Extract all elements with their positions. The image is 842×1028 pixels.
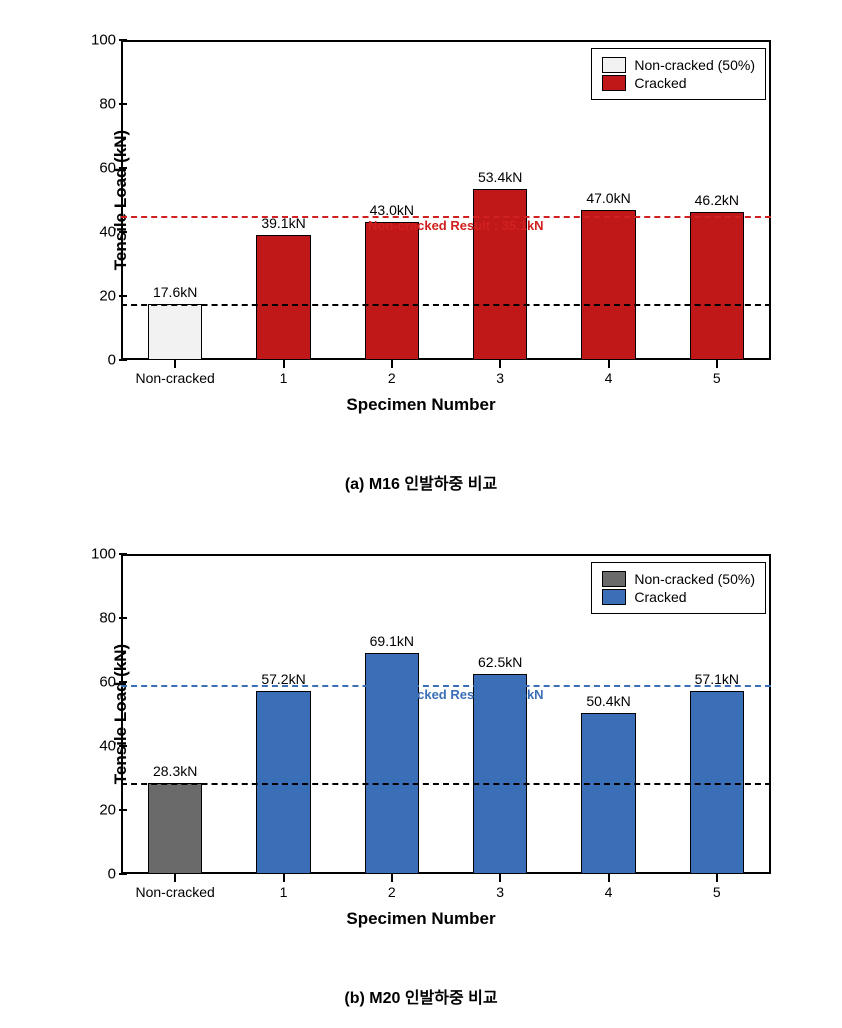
bar-value-label: 69.1kN: [370, 633, 414, 649]
chart-b: Tensile Load (kN) Specimen Number Non-cr…: [41, 534, 801, 954]
y-tick-label: 40: [91, 224, 116, 241]
chart-b-y-label: Tensile Load (kN): [111, 644, 131, 784]
x-tick-label: 2: [388, 884, 396, 900]
x-tick-label: 4: [605, 370, 613, 386]
x-tick-mark: [608, 874, 610, 882]
legend-item: Cracked: [602, 75, 755, 91]
x-tick-label: 5: [713, 370, 721, 386]
bar: [473, 674, 527, 874]
legend-label: Non-cracked (50%): [634, 57, 755, 73]
bar-value-label: 28.3kN: [153, 763, 197, 779]
legend-label: Cracked: [634, 589, 686, 605]
legend-swatch: [602, 75, 626, 91]
x-tick-mark: [608, 360, 610, 368]
legend-swatch: [602, 571, 626, 587]
x-tick-label: 2: [388, 370, 396, 386]
x-tick-mark: [174, 874, 176, 882]
bar-value-label: 53.4kN: [478, 169, 522, 185]
y-tick-mark: [119, 745, 127, 747]
bar: [473, 189, 527, 360]
y-tick-mark: [119, 873, 127, 875]
x-tick-label: 3: [496, 884, 504, 900]
bar: [148, 783, 202, 874]
y-tick-label: 0: [91, 352, 116, 369]
chart-a-caption: (a) M16 인발하중 비교: [20, 470, 822, 494]
reference-line: [121, 304, 771, 306]
x-tick-mark: [283, 874, 285, 882]
y-tick-label: 100: [91, 32, 116, 49]
chart-a: Tensile Load (kN) Specimen Number Non-cr…: [41, 20, 801, 440]
y-tick-mark: [119, 809, 127, 811]
x-tick-label: 3: [496, 370, 504, 386]
chart-a-y-label: Tensile Load (kN): [111, 130, 131, 270]
y-tick-mark: [119, 359, 127, 361]
x-tick-mark: [499, 874, 501, 882]
y-tick-label: 0: [91, 866, 116, 883]
y-tick-mark: [119, 295, 127, 297]
legend-item: Cracked: [602, 589, 755, 605]
reference-line-label: Non-cracked Result : 56.5kN: [368, 687, 544, 702]
y-tick-label: 40: [91, 738, 116, 755]
y-tick-label: 20: [91, 288, 116, 305]
x-tick-mark: [716, 360, 718, 368]
x-tick-label: Non-cracked: [135, 884, 214, 900]
chart-a-legend: Non-cracked (50%) Cracked: [591, 48, 766, 100]
bar: [148, 304, 202, 360]
x-tick-mark: [174, 360, 176, 368]
reference-line-label: Non-cracked Result : 35.1kN: [368, 218, 544, 233]
y-tick-label: 80: [91, 96, 116, 113]
x-tick-mark: [283, 360, 285, 368]
bar-value-label: 46.2kN: [695, 192, 739, 208]
legend-label: Cracked: [634, 75, 686, 91]
bar-value-label: 17.6kN: [153, 284, 197, 300]
x-tick-label: Non-cracked: [135, 370, 214, 386]
bar-value-label: 47.0kN: [586, 190, 630, 206]
bar-value-label: 50.4kN: [586, 693, 630, 709]
legend-swatch: [602, 57, 626, 73]
x-tick-label: 5: [713, 884, 721, 900]
y-tick-mark: [119, 617, 127, 619]
y-tick-label: 60: [91, 160, 116, 177]
bar: [581, 713, 635, 874]
y-tick-mark: [119, 681, 127, 683]
legend-swatch: [602, 589, 626, 605]
y-tick-mark: [119, 231, 127, 233]
bar: [365, 222, 419, 360]
reference-line: [121, 783, 771, 785]
bar: [690, 212, 744, 360]
x-tick-mark: [391, 874, 393, 882]
y-tick-label: 20: [91, 802, 116, 819]
chart-b-caption: (b) M20 인발하중 비교: [20, 984, 822, 1008]
chart-b-x-label: Specimen Number: [41, 909, 801, 929]
legend-label: Non-cracked (50%): [634, 571, 755, 587]
x-tick-label: 1: [280, 370, 288, 386]
legend-item: Non-cracked (50%): [602, 57, 755, 73]
x-tick-label: 1: [280, 884, 288, 900]
x-tick-mark: [391, 360, 393, 368]
bar: [256, 235, 310, 360]
x-tick-mark: [716, 874, 718, 882]
y-tick-mark: [119, 103, 127, 105]
chart-b-legend: Non-cracked (50%) Cracked: [591, 562, 766, 614]
x-tick-label: 4: [605, 884, 613, 900]
y-tick-mark: [119, 167, 127, 169]
chart-a-x-label: Specimen Number: [41, 395, 801, 415]
legend-item: Non-cracked (50%): [602, 571, 755, 587]
y-tick-label: 80: [91, 610, 116, 627]
y-tick-label: 100: [91, 546, 116, 563]
x-tick-mark: [499, 360, 501, 368]
y-tick-mark: [119, 553, 127, 555]
y-tick-label: 60: [91, 674, 116, 691]
bar-value-label: 62.5kN: [478, 654, 522, 670]
y-tick-mark: [119, 39, 127, 41]
bar: [581, 210, 635, 360]
